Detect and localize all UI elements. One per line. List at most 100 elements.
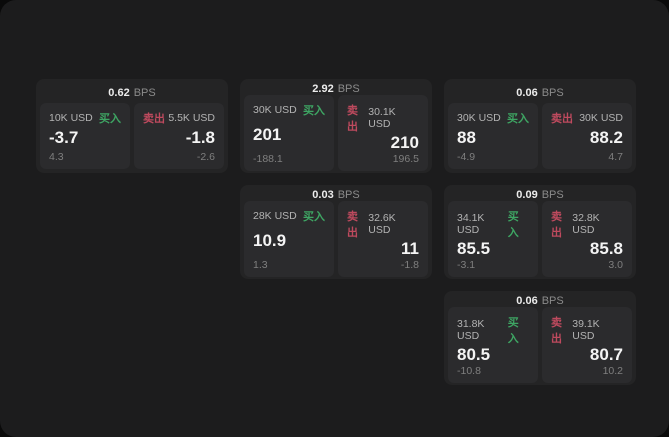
sell-tile-top: 卖出 30.1K USD: [347, 102, 419, 134]
buy-price: 201: [253, 125, 282, 144]
spread-unit: BPS: [541, 295, 564, 307]
spread-value: 0.06: [516, 295, 538, 307]
buy-size: 30K USD: [253, 104, 297, 116]
spread-header: 0.03 BPS: [244, 189, 428, 201]
sell-side-label: 卖出: [347, 105, 358, 133]
sell-change: 4.7: [608, 151, 623, 163]
quote-card-grid: 0.62 BPS 10K USD 买入 -3.7 4.3 卖出 5.5K USD: [36, 79, 636, 385]
spread-header: 0.09 BPS: [448, 189, 632, 201]
sell-side-label: 卖出: [551, 113, 573, 125]
sell-price: 85.8: [589, 239, 623, 258]
sell-price: 11: [401, 239, 419, 258]
spread-value: 2.92: [312, 83, 334, 95]
spread-value: 0.06: [516, 87, 538, 99]
sell-price: 210: [390, 133, 419, 152]
sell-size: 30K USD: [579, 112, 623, 124]
buy-change: -10.8: [457, 364, 481, 377]
buy-price: 10.9: [253, 231, 287, 250]
spread-header: 0.06 BPS: [448, 295, 632, 307]
buy-price: 80.5: [457, 345, 491, 364]
buy-tile-top: 31.8K USD 买入: [457, 314, 529, 346]
buy-tile-top: 34.1K USD 买入: [457, 208, 529, 240]
sell-change: -2.6: [196, 151, 215, 163]
quote-card: 0.06 BPS 30K USD 买入 88 -4.9 卖出 30K USD: [444, 79, 636, 173]
sell-side-label: 卖出: [143, 113, 165, 125]
spread-value: 0.03: [312, 189, 334, 201]
buy-side-label: 买入: [303, 105, 325, 117]
sell-tile-top: 卖出 32.8K USD: [551, 208, 623, 240]
sell-change: 3.0: [608, 258, 623, 271]
sell-tile-top: 卖出 39.1K USD: [551, 314, 623, 346]
buy-size: 30K USD: [457, 112, 501, 124]
buy-tile[interactable]: 30K USD 买入 201 -188.1: [244, 95, 334, 171]
quote-card: 0.06 BPS 31.8K USD 买入 80.5 -10.8 卖出 39.1…: [444, 291, 636, 385]
buy-tile-top: 30K USD 买入: [253, 102, 325, 118]
buy-size: 10K USD: [49, 112, 93, 124]
sell-change: 10.2: [602, 364, 623, 377]
spread-unit: BPS: [337, 189, 360, 201]
sell-tile-top: 卖出 30K USD: [551, 110, 623, 126]
quote-card-body: 34.1K USD 买入 85.5 -3.1 卖出 32.8K USD 85.8…: [448, 201, 632, 277]
buy-side-label: 买入: [507, 113, 529, 125]
spread-unit: BPS: [541, 189, 564, 201]
sell-tile[interactable]: 卖出 30K USD 88.2 4.7: [542, 103, 632, 169]
quote-card: 0.03 BPS 28K USD 买入 10.9 1.3 卖出 32.6K US…: [240, 185, 432, 279]
buy-size: 31.8K USD: [457, 318, 485, 342]
buy-tile[interactable]: 31.8K USD 买入 80.5 -10.8: [448, 307, 538, 383]
quote-card-body: 31.8K USD 买入 80.5 -10.8 卖出 39.1K USD 80.…: [448, 307, 632, 383]
spread-header: 0.06 BPS: [448, 83, 632, 103]
buy-price: -3.7: [49, 128, 79, 148]
buy-tile[interactable]: 28K USD 买入 10.9 1.3: [244, 201, 334, 277]
sell-size: 30.1K USD: [368, 106, 396, 130]
buy-tile-top: 28K USD 买入: [253, 208, 325, 224]
spread-unit: BPS: [133, 87, 156, 99]
sell-tile[interactable]: 卖出 32.8K USD 85.8 3.0: [542, 201, 632, 277]
sell-size: 5.5K USD: [168, 112, 215, 124]
buy-change: -188.1: [253, 152, 283, 165]
sell-change: 196.5: [392, 152, 419, 165]
buy-size: 34.1K USD: [457, 212, 485, 236]
buy-side-label: 买入: [507, 317, 519, 345]
sell-price: 80.7: [589, 345, 623, 364]
sell-side-label: 卖出: [347, 211, 358, 239]
sell-tile-top: 卖出 32.6K USD: [347, 208, 419, 240]
buy-side-label: 买入: [303, 211, 325, 223]
sell-size: 32.6K USD: [368, 212, 396, 236]
buy-change: -4.9: [457, 151, 476, 163]
sell-size: 32.8K USD: [572, 212, 600, 236]
buy-tile[interactable]: 30K USD 买入 88 -4.9: [448, 103, 538, 169]
buy-price: 88: [457, 128, 476, 148]
sell-size: 39.1K USD: [572, 318, 600, 342]
quote-card: 2.92 BPS 30K USD 买入 201 -188.1 卖出 30.1K …: [240, 79, 432, 173]
buy-size: 28K USD: [253, 210, 297, 222]
sell-side-label: 卖出: [551, 211, 562, 239]
buy-tile-top: 30K USD 买入: [457, 110, 529, 126]
buy-change: -3.1: [457, 258, 476, 271]
sell-price: -1.8: [185, 128, 215, 148]
sell-tile[interactable]: 卖出 5.5K USD -1.8 -2.6: [134, 103, 224, 169]
spread-value: 0.09: [516, 189, 538, 201]
spread-unit: BPS: [337, 83, 360, 95]
buy-change: 4.3: [49, 151, 64, 163]
quote-card: 0.09 BPS 34.1K USD 买入 85.5 -3.1 卖出 32.8K…: [444, 185, 636, 279]
buy-side-label: 买入: [99, 113, 121, 125]
sell-tile[interactable]: 卖出 30.1K USD 210 196.5: [338, 95, 428, 171]
sell-tile-top: 卖出 5.5K USD: [143, 110, 215, 126]
buy-tile[interactable]: 10K USD 买入 -3.7 4.3: [40, 103, 130, 169]
spread-unit: BPS: [541, 87, 564, 99]
sell-tile[interactable]: 卖出 39.1K USD 80.7 10.2: [542, 307, 632, 383]
sell-tile[interactable]: 卖出 32.6K USD 11 -1.8: [338, 201, 428, 277]
buy-tile[interactable]: 34.1K USD 买入 85.5 -3.1: [448, 201, 538, 277]
buy-price: 85.5: [457, 239, 491, 258]
quote-card-body: 10K USD 买入 -3.7 4.3 卖出 5.5K USD -1.8 -2.…: [40, 103, 224, 169]
buy-tile-top: 10K USD 买入: [49, 110, 121, 126]
spread-header: 0.62 BPS: [40, 83, 224, 103]
sell-change: -1.8: [400, 258, 419, 271]
spread-value: 0.62: [108, 87, 130, 99]
quote-card-body: 28K USD 买入 10.9 1.3 卖出 32.6K USD 11 -1.8: [244, 201, 428, 277]
sell-side-label: 卖出: [551, 317, 562, 345]
sell-price: 88.2: [589, 128, 623, 148]
buy-side-label: 买入: [507, 211, 519, 239]
quote-card-body: 30K USD 买入 201 -188.1 卖出 30.1K USD 210 1…: [244, 95, 428, 171]
